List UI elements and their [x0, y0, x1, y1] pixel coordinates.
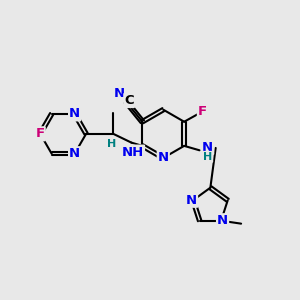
Text: N: N — [69, 147, 80, 160]
Text: H: H — [203, 152, 212, 162]
Text: N: N — [158, 152, 169, 164]
Text: N: N — [202, 141, 213, 154]
Text: N: N — [69, 107, 80, 120]
Text: N: N — [114, 87, 125, 100]
Text: N: N — [186, 194, 197, 207]
Text: F: F — [36, 127, 45, 140]
Text: F: F — [198, 105, 207, 118]
Text: NH: NH — [122, 146, 144, 159]
Text: H: H — [107, 139, 116, 149]
Text: N: N — [217, 214, 228, 227]
Text: C: C — [124, 94, 134, 107]
